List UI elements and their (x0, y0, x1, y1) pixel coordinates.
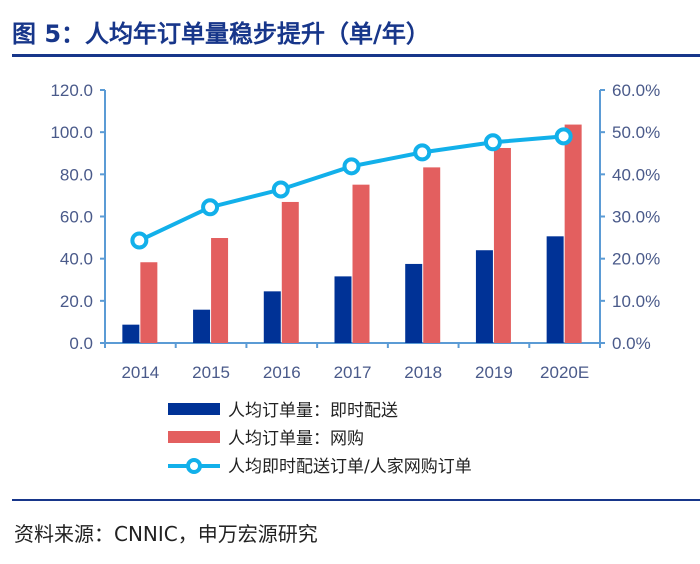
source-note: 资料来源：CNNIC，申万宏源研究 (14, 522, 318, 546)
legend-label-ratio: 人均即时配送订单/人家网购订单 (228, 457, 472, 477)
ratio-point (130, 231, 149, 250)
legend-label-instant: 人均订单量：即时配送 (228, 401, 398, 421)
ratio-point (342, 157, 361, 176)
chart-title: 图 5：人均年订单量稳步提升（单/年） (12, 20, 430, 48)
chart: 0.0 20.0 40.0 60.0 80.0 100.0 120.0 0.0% 10.0% 20… (50, 81, 660, 477)
x-tick-label: 2020E (540, 363, 589, 382)
x-tick-label: 2016 (263, 363, 301, 382)
ratio-point (271, 180, 290, 199)
left-tick-label: 100.0 (50, 123, 93, 142)
left-tick-label: 60.0 (60, 208, 93, 227)
legend-swatch-online (168, 431, 220, 443)
ratio-point (201, 198, 220, 217)
ratio-point (483, 133, 502, 152)
right-tick-label: 40.0% (612, 165, 660, 184)
bar-online-shopping (493, 147, 511, 343)
bar-online-shopping (423, 167, 441, 343)
left-tick-label: 80.0 (60, 165, 93, 184)
bar-online-shopping (352, 184, 370, 343)
right-tick-label: 10.0% (612, 292, 660, 311)
x-tick-label: 2014 (121, 363, 159, 382)
left-tick-label: 40.0 (60, 250, 93, 269)
right-tick-label: 50.0% (612, 123, 660, 142)
bar-instant-delivery (546, 236, 564, 343)
bar-instant-delivery (405, 263, 423, 343)
bar-online-shopping (564, 124, 582, 344)
source-divider (12, 499, 700, 501)
bar-instant-delivery (122, 324, 140, 343)
left-tick-label: 120.0 (50, 81, 93, 100)
x-tick-label: 2015 (192, 363, 230, 382)
right-tick-label: 60.0% (612, 81, 660, 100)
x-tick-label: 2018 (404, 363, 442, 382)
bar-online-shopping (140, 262, 158, 343)
ratio-point (554, 127, 573, 146)
bar-instant-delivery (193, 309, 211, 343)
right-tick-label: 30.0% (612, 208, 660, 227)
legend-label-online: 人均订单量：网购 (228, 429, 364, 449)
x-tick-label: 2017 (334, 363, 372, 382)
left-tick-label: 0.0 (69, 334, 93, 353)
bar-instant-delivery (263, 291, 281, 343)
bar-instant-delivery (475, 250, 493, 343)
legend-swatch-instant (168, 403, 220, 415)
legend-marker-ratio (186, 458, 202, 474)
bar-instant-delivery (334, 276, 352, 343)
right-tick-label: 20.0% (612, 250, 660, 269)
title-divider (12, 54, 700, 57)
bar-online-shopping (281, 201, 299, 343)
left-tick-label: 20.0 (60, 292, 93, 311)
ratio-point (413, 143, 432, 162)
bar-online-shopping (211, 238, 229, 343)
right-tick-label: 0.0% (612, 334, 651, 353)
x-tick-label: 2019 (475, 363, 513, 382)
